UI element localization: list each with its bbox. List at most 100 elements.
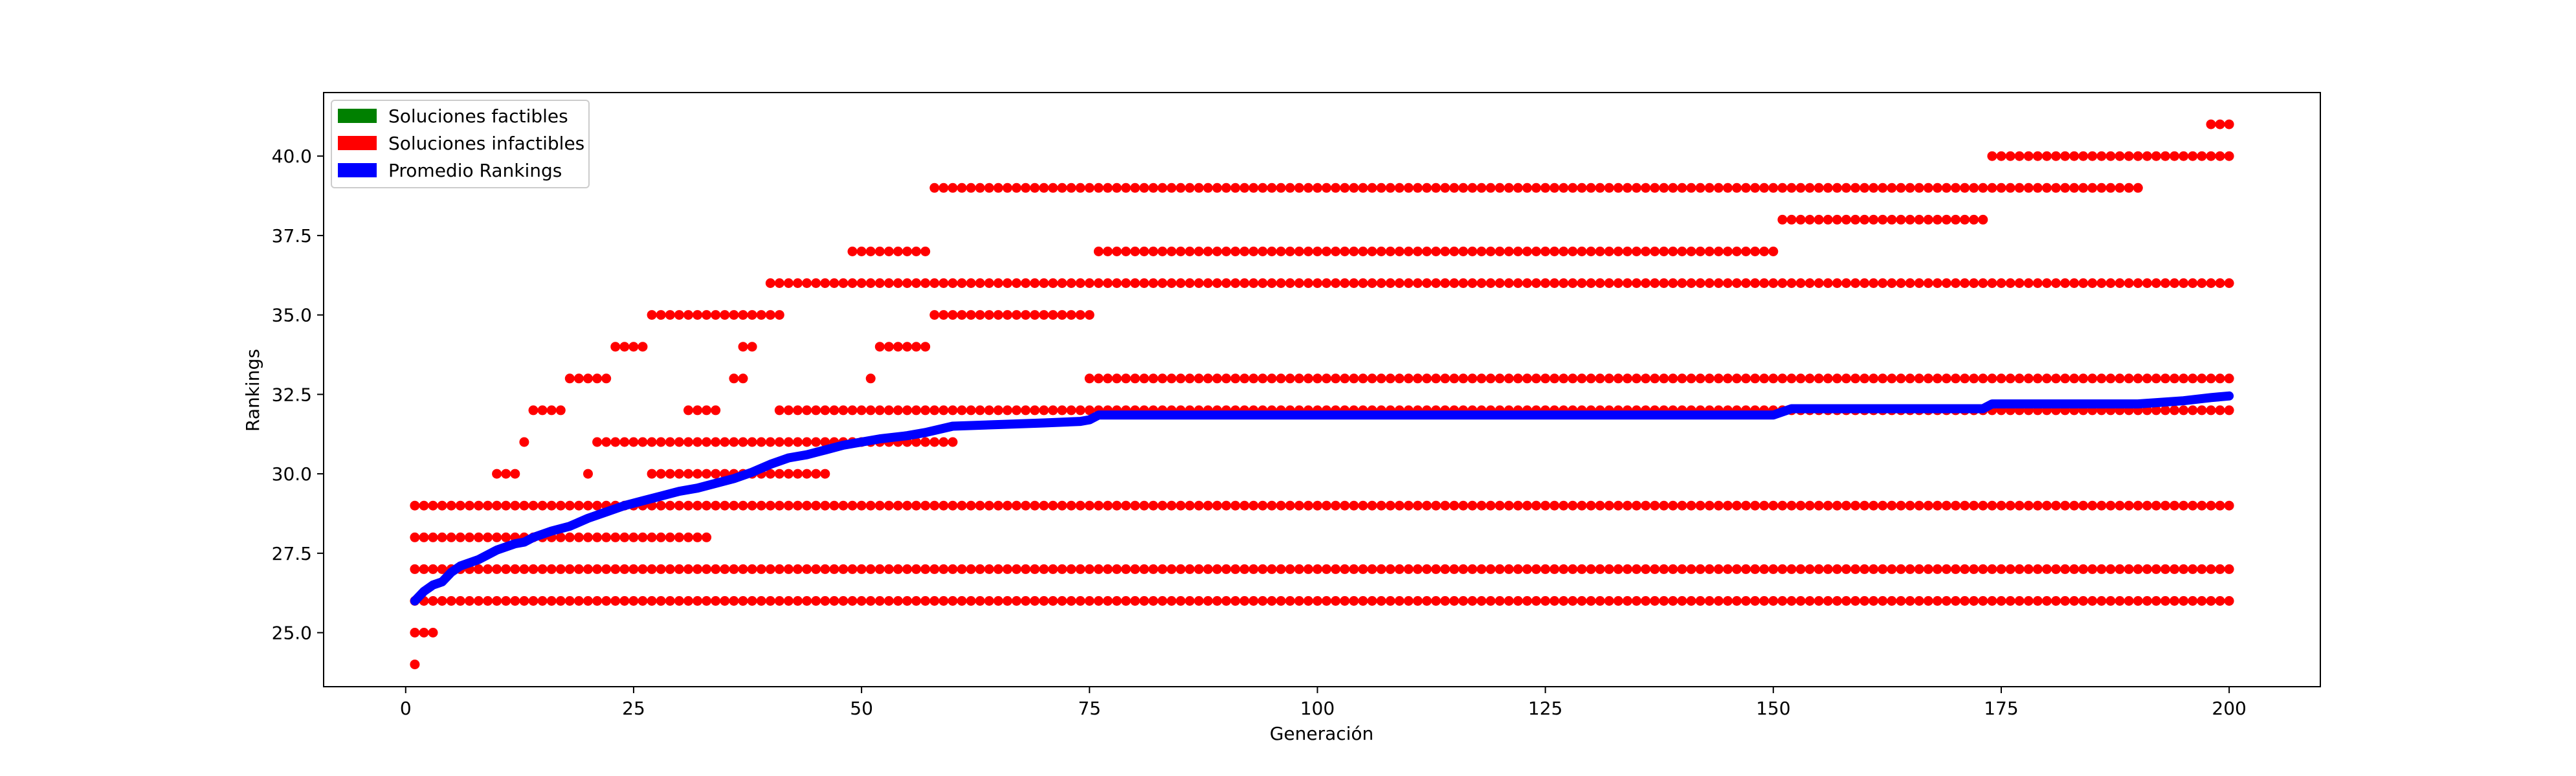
scatter-point — [1850, 373, 1861, 384]
scatter-point — [1613, 373, 1623, 384]
scatter-point — [1996, 151, 2006, 161]
scatter-point — [1431, 564, 1441, 574]
scatter-point — [1021, 183, 1031, 193]
scatter-point — [1969, 500, 1979, 511]
scatter-point — [1166, 373, 1177, 384]
scatter-point — [1860, 183, 1870, 193]
scatter-point — [1494, 373, 1505, 384]
scatter-point — [2170, 500, 2180, 511]
scatter-point — [865, 247, 876, 256]
scatter-point — [1695, 373, 1705, 384]
scatter-point — [1823, 214, 1833, 225]
scatter-point — [2124, 151, 2134, 161]
scatter-point — [975, 564, 985, 574]
scatter-point — [1713, 500, 1724, 511]
scatter-point — [2014, 151, 2025, 161]
scatter-point — [938, 405, 949, 416]
scatter-point — [1978, 500, 1988, 511]
scatter-point — [793, 437, 803, 447]
scatter-point — [720, 500, 730, 511]
scatter-point — [1239, 247, 1250, 256]
scatter-point — [1485, 278, 1496, 288]
scatter-point — [1759, 596, 1770, 606]
scatter-point — [1303, 183, 1313, 193]
scatter-point — [2170, 596, 2180, 606]
scatter-point — [847, 596, 858, 606]
scatter-point — [1686, 596, 1696, 606]
scatter-point — [1513, 247, 1523, 256]
scatter-point — [2087, 373, 2098, 384]
scatter-point — [1112, 247, 1122, 256]
scatter-point — [1713, 564, 1724, 574]
scatter-point — [1969, 278, 1979, 288]
scatter-point — [1093, 564, 1104, 574]
scatter-point — [793, 500, 803, 511]
scatter-point — [747, 342, 757, 352]
scatter-point — [1540, 247, 1551, 256]
scatter-point — [829, 564, 839, 574]
scatter-point — [1522, 373, 1532, 384]
scatter-point — [957, 405, 967, 416]
scatter-point — [1604, 564, 1614, 574]
scatter-point — [1485, 564, 1496, 574]
scatter-point — [1832, 564, 1842, 574]
scatter-point — [1276, 247, 1286, 256]
scatter-point — [1531, 500, 1541, 511]
scatter-point — [948, 183, 958, 193]
scatter-point — [1777, 564, 1788, 574]
scatter-point — [1376, 247, 1386, 256]
scatter-point — [1513, 564, 1523, 574]
scatter-point — [1331, 500, 1341, 511]
scatter-point — [1039, 405, 1049, 416]
scatter-point — [1887, 564, 1897, 574]
scatter-point — [1331, 278, 1341, 288]
scatter-point — [902, 405, 913, 416]
scatter-point — [1157, 373, 1168, 384]
scatter-point — [1157, 278, 1168, 288]
scatter-point — [1103, 564, 1113, 574]
scatter-point — [747, 310, 757, 320]
scatter-point — [546, 596, 557, 606]
scatter-point — [2069, 151, 2080, 161]
scatter-point — [601, 373, 612, 384]
scatter-point — [2224, 278, 2234, 288]
scatter-point — [1741, 183, 1751, 193]
scatter-point — [528, 500, 539, 511]
scatter-point — [774, 564, 784, 574]
scatter-point — [2170, 151, 2180, 161]
scatter-point — [647, 469, 657, 479]
scatter-point — [1358, 500, 1368, 511]
scatter-point — [474, 500, 483, 511]
scatter-point — [1951, 373, 1960, 384]
scatter-point — [1203, 373, 1213, 384]
scatter-point — [1795, 596, 1806, 606]
scatter-point — [1276, 564, 1286, 574]
scatter-point — [1084, 500, 1094, 511]
scatter-point — [1814, 596, 1824, 606]
scatter-point — [911, 596, 922, 606]
scatter-point — [1130, 183, 1140, 193]
y-tick-label: 35.0 — [272, 305, 312, 326]
scatter-point — [1003, 500, 1012, 511]
scatter-point — [2160, 500, 2170, 511]
scatter-point — [1093, 183, 1104, 193]
scatter-point — [1586, 500, 1596, 511]
scatter-point — [601, 532, 612, 542]
scatter-point — [975, 183, 985, 193]
scatter-point — [938, 596, 949, 606]
scatter-point — [1896, 214, 1906, 225]
x-tick-label: 150 — [1756, 698, 1790, 719]
scatter-point — [920, 596, 931, 606]
scatter-point — [1832, 500, 1842, 511]
scatter-point — [1759, 278, 1770, 288]
x-tick-label: 125 — [1528, 698, 1562, 719]
scatter-point — [1677, 278, 1687, 288]
scatter-point — [1403, 247, 1414, 256]
scatter-point — [1731, 500, 1742, 511]
scatter-point — [1668, 247, 1678, 256]
scatter-point — [2151, 373, 2161, 384]
scatter-point — [2069, 500, 2080, 511]
scatter-point — [729, 564, 739, 574]
scatter-point — [1494, 247, 1505, 256]
scatter-point — [1549, 278, 1560, 288]
